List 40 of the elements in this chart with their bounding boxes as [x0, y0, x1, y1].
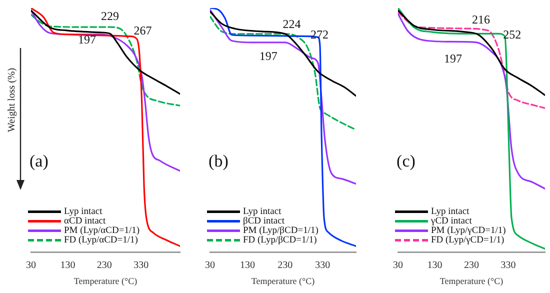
annotation: 272	[310, 28, 328, 42]
annotation: (a)	[30, 151, 48, 170]
x-axis-title: Temperature (°C)	[74, 276, 138, 286]
legend-label: Lyp intact	[64, 207, 103, 218]
legend-label: βCD intact	[243, 216, 285, 227]
x-tick-label: 30	[26, 260, 36, 271]
x-tick-label: 130	[60, 260, 76, 271]
legend-label: PM (Lyp/αCD=1/1)	[64, 226, 140, 236]
x-tick-label: 230	[278, 260, 293, 271]
x-tick-label: 330	[134, 260, 149, 271]
annotation: 224	[282, 16, 301, 31]
annotation: 267	[134, 23, 152, 38]
x-tick-label: 30	[393, 260, 403, 271]
annotation: 197	[259, 48, 278, 63]
y-axis-title: Weight loss (%)	[6, 68, 18, 132]
legend-label: PM (Lyp/γCD=1/1)	[431, 226, 506, 236]
annotation: 197	[78, 32, 96, 47]
x-tick-label: 230	[464, 260, 479, 271]
x-tick-label: 230	[96, 260, 112, 271]
x-tick-label: 330	[315, 260, 330, 271]
legend-label: Lyp intact	[243, 207, 282, 218]
x-tick-label: 30	[205, 260, 215, 271]
x-tick-label: 330	[500, 260, 516, 271]
legend-label: FD (Lyp/αCD=1/1)	[64, 236, 138, 246]
x-axis-title: Temperature (°C)	[440, 276, 504, 286]
legend-label: αCD intact	[64, 216, 106, 227]
annotation: 252	[503, 28, 522, 42]
annotation: (b)	[208, 151, 228, 170]
x-axis-title: Temperature (°C)	[251, 276, 315, 286]
legend-label: PM (Lyp/βCD=1/1)	[243, 226, 318, 236]
x-tick-label: 130	[240, 260, 256, 271]
annotation: 216	[472, 12, 490, 26]
annotation: (c)	[396, 151, 416, 170]
x-tick-label: 130	[427, 260, 442, 271]
legend-label: FD (Lyp/γCD=1/1)	[431, 236, 504, 246]
legend-label: FD (Lyp/βCD=1/1)	[243, 236, 317, 246]
legend-label: γCD intact	[430, 216, 472, 227]
annotation: 229	[100, 9, 119, 24]
annotation: 197	[444, 51, 462, 66]
legend-label: Lyp intact	[431, 207, 470, 218]
